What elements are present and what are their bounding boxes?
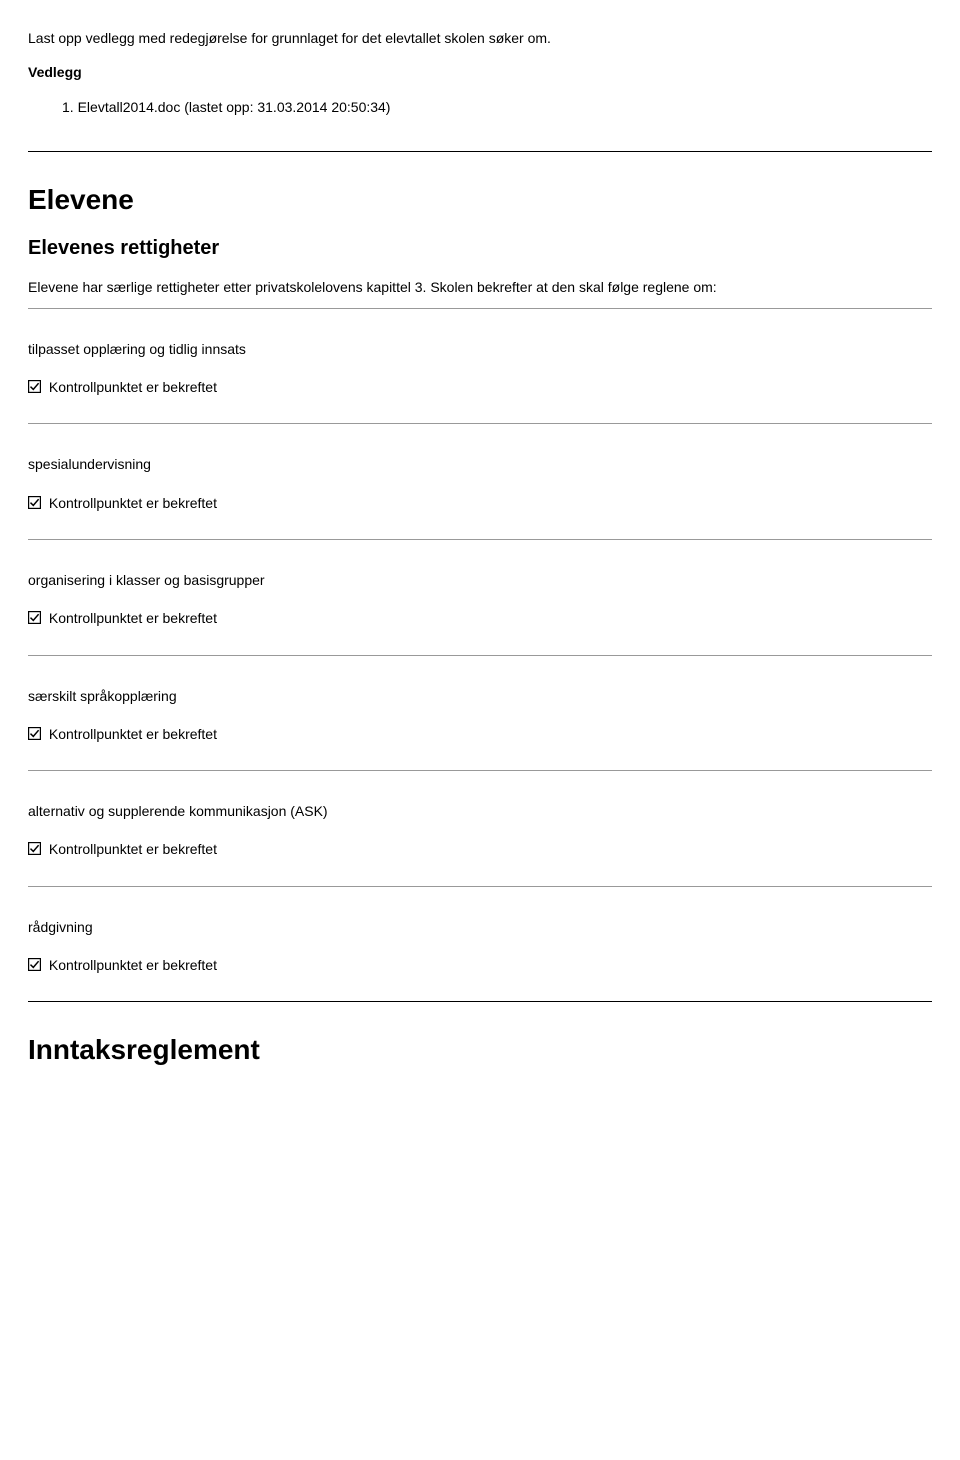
divider-thin	[28, 886, 932, 887]
rule-item: rådgivning Kontrollpunktet er bekreftet	[28, 917, 932, 976]
divider-thin	[28, 423, 932, 424]
rule-item: spesialundervisning Kontrollpunktet er b…	[28, 454, 932, 513]
rule-item-title: organisering i klasser og basisgrupper	[28, 570, 932, 590]
confirm-label: Kontrollpunktet er bekreftet	[49, 841, 217, 857]
rule-item-title: rådgivning	[28, 917, 932, 937]
divider	[28, 1001, 932, 1002]
confirm-row: Kontrollpunktet er bekreftet	[28, 839, 932, 859]
intro-text: Last opp vedlegg med redegjørelse for gr…	[28, 28, 932, 48]
attachment-item: 1. Elevtall2014.doc (lastet opp: 31.03.2…	[28, 97, 932, 117]
rule-item: tilpasset opplæring og tidlig innsats Ko…	[28, 339, 932, 398]
rule-item-title: alternativ og supplerende kommunikasjon …	[28, 801, 932, 821]
section-title-elevene: Elevene	[28, 180, 932, 221]
confirm-label: Kontrollpunktet er bekreftet	[49, 610, 217, 626]
confirm-row: Kontrollpunktet er bekreftet	[28, 377, 932, 397]
vedlegg-header: Vedlegg	[28, 62, 932, 82]
confirm-row: Kontrollpunktet er bekreftet	[28, 493, 932, 513]
attachment-number: 1.	[62, 97, 74, 117]
divider-thin	[28, 539, 932, 540]
confirm-row: Kontrollpunktet er bekreftet	[28, 955, 932, 975]
confirm-label: Kontrollpunktet er bekreftet	[49, 495, 217, 511]
checkbox-checked-icon	[28, 956, 41, 969]
rule-item: alternativ og supplerende kommunikasjon …	[28, 801, 932, 860]
attachment-filename: Elevtall2014.doc (lastet opp: 31.03.2014…	[78, 99, 391, 115]
section-title-inntaksreglement: Inntaksreglement	[28, 1030, 932, 1071]
confirm-label: Kontrollpunktet er bekreftet	[49, 957, 217, 973]
rule-item-title: spesialundervisning	[28, 454, 932, 474]
section-intro-text: Elevene har særlige rettigheter etter pr…	[28, 277, 932, 297]
rule-item: særskilt språkopplæring Kontrollpunktet …	[28, 686, 932, 745]
divider-thin	[28, 308, 932, 309]
checkbox-checked-icon	[28, 378, 41, 391]
divider-thin	[28, 655, 932, 656]
rule-item-title: særskilt språkopplæring	[28, 686, 932, 706]
checkbox-checked-icon	[28, 609, 41, 622]
checkbox-checked-icon	[28, 840, 41, 853]
divider	[28, 151, 932, 152]
confirm-label: Kontrollpunktet er bekreftet	[49, 726, 217, 742]
section-subtitle-rettigheter: Elevenes rettigheter	[28, 234, 932, 263]
confirm-row: Kontrollpunktet er bekreftet	[28, 608, 932, 628]
checkbox-checked-icon	[28, 725, 41, 738]
rule-item-title: tilpasset opplæring og tidlig innsats	[28, 339, 932, 359]
confirm-row: Kontrollpunktet er bekreftet	[28, 724, 932, 744]
checkbox-checked-icon	[28, 494, 41, 507]
rule-item: organisering i klasser og basisgrupper K…	[28, 570, 932, 629]
divider-thin	[28, 770, 932, 771]
confirm-label: Kontrollpunktet er bekreftet	[49, 379, 217, 395]
